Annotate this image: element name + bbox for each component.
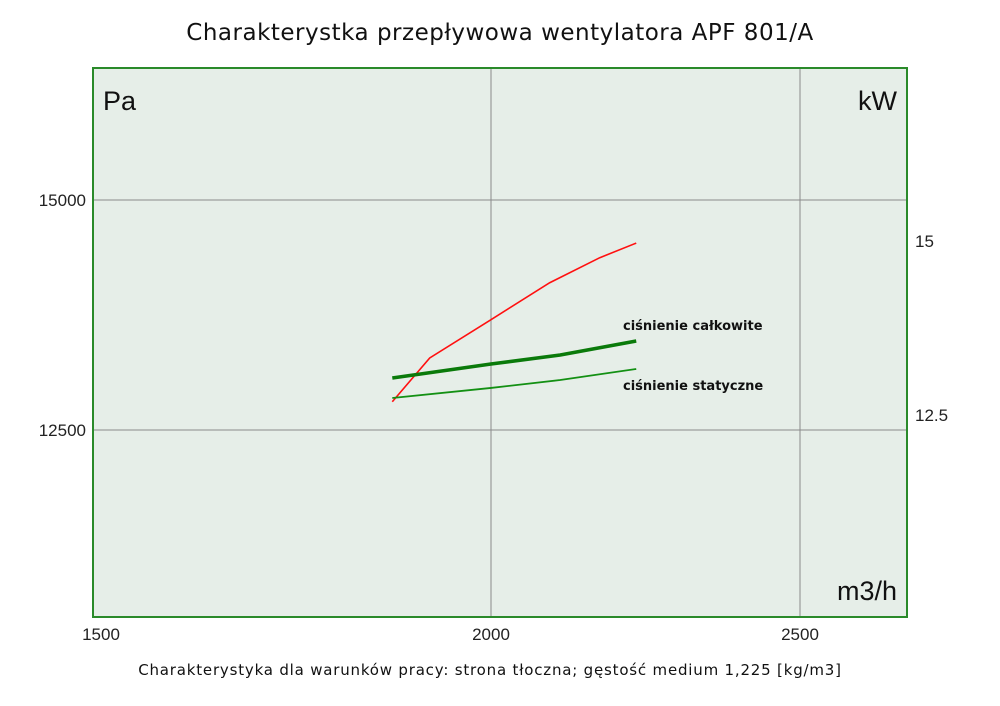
series-line-total-pressure	[392, 339, 637, 380]
series-label: ciśnienie całkowite	[623, 319, 763, 334]
chart-footnote: Charakterystyka dla warunków pracy: stro…	[138, 661, 842, 679]
chart-title: Charakterystka przepływowa wentylatora A…	[186, 20, 814, 46]
plot-area	[93, 68, 907, 617]
y-right-tick-label: 15	[915, 232, 934, 251]
series-line-static-pressure	[392, 368, 637, 399]
x-tick-label: 2500	[781, 625, 819, 644]
series-label: ciśnienie statyczne	[623, 379, 763, 394]
y-right-axis-label: kW	[858, 86, 898, 116]
y-right-tick-label: 12.5	[915, 406, 948, 425]
y-left-axis-label: Pa	[103, 86, 137, 116]
series-line-power	[391, 242, 637, 403]
x-axis-label: m3/h	[837, 576, 897, 606]
y-left-tick-label: 15000	[39, 191, 86, 210]
y-left-tick-label: 12500	[39, 421, 86, 440]
plot-border	[92, 67, 908, 618]
x-tick-label: 2000	[472, 625, 510, 644]
x-tick-label: 1500	[82, 625, 120, 644]
